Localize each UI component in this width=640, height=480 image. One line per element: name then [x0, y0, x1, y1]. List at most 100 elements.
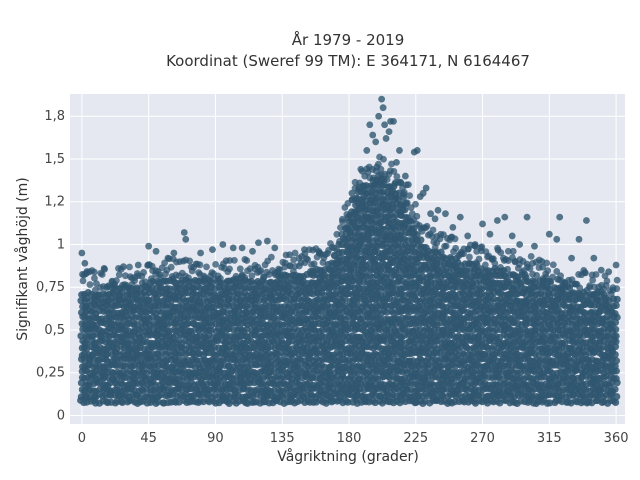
- data-point: [471, 241, 479, 248]
- data-point: [196, 261, 204, 269]
- y-tick-label: 0,5: [44, 323, 65, 338]
- data-point: [79, 277, 87, 285]
- data-point: [423, 222, 431, 230]
- x-tick-label: 270: [470, 431, 495, 446]
- y-tick-label: 1,2: [44, 195, 65, 210]
- data-point: [249, 247, 256, 255]
- data-point: [412, 200, 419, 208]
- x-tick-label: 315: [537, 431, 562, 446]
- data-point: [381, 121, 388, 129]
- data-point: [612, 374, 620, 383]
- data-point: [385, 128, 393, 136]
- data-point: [501, 213, 509, 221]
- data-point: [366, 121, 374, 129]
- data-point: [612, 357, 621, 365]
- data-point: [197, 249, 204, 257]
- data-point: [404, 181, 412, 189]
- x-tick-label: 180: [337, 431, 362, 446]
- y-axis-label: Signifikant våghöjd (m): [14, 177, 31, 340]
- data-point: [613, 392, 621, 401]
- data-point: [98, 271, 106, 278]
- data-point: [393, 158, 400, 166]
- data-point: [417, 236, 425, 244]
- data-point: [167, 263, 175, 271]
- y-tick-label: 1,8: [44, 109, 65, 124]
- data-point: [475, 255, 483, 263]
- data-point: [369, 131, 377, 139]
- data-point: [611, 385, 619, 393]
- data-point: [161, 259, 168, 267]
- data-point: [612, 332, 620, 340]
- data-point: [379, 104, 387, 112]
- y-tick-label: 0: [57, 408, 65, 423]
- data-point: [449, 223, 457, 231]
- data-point: [134, 261, 142, 269]
- data-point: [522, 273, 530, 282]
- data-point: [575, 235, 583, 243]
- data-point: [590, 254, 598, 262]
- data-point: [100, 265, 108, 272]
- data-point: [357, 165, 365, 173]
- data-point: [516, 241, 524, 248]
- data-point: [85, 268, 93, 276]
- data-point: [509, 247, 517, 255]
- data-point: [390, 117, 397, 125]
- data-point: [267, 253, 275, 261]
- data-point: [545, 230, 553, 238]
- data-point: [238, 244, 246, 252]
- x-tick-label: 0: [78, 431, 86, 446]
- x-tick-label: 90: [207, 431, 224, 446]
- data-point: [491, 259, 499, 267]
- data-point: [91, 274, 98, 282]
- x-axis-label: Vågriktning (grader): [277, 448, 419, 465]
- data-point: [372, 138, 380, 146]
- data-point: [553, 235, 561, 243]
- data-point: [568, 254, 575, 262]
- data-point: [271, 244, 279, 252]
- data-point: [456, 213, 464, 221]
- data-point: [612, 325, 620, 334]
- y-tick-label: 0,75: [36, 280, 65, 295]
- data-point: [81, 259, 89, 267]
- data-point: [531, 242, 538, 250]
- data-point: [113, 277, 120, 284]
- data-point: [434, 206, 442, 214]
- data-point: [301, 246, 308, 253]
- data-point: [348, 189, 356, 197]
- data-point: [229, 244, 237, 252]
- data-point: [182, 235, 190, 243]
- data-point: [611, 350, 619, 359]
- data-point: [544, 267, 552, 275]
- data-point: [303, 255, 310, 263]
- data-point: [597, 266, 605, 274]
- x-tick-label: 225: [403, 431, 428, 446]
- data-point: [380, 155, 387, 163]
- data-point: [612, 301, 620, 310]
- data-point: [257, 267, 265, 274]
- data-point: [612, 261, 620, 269]
- data-point: [431, 215, 439, 223]
- data-point: [413, 212, 421, 220]
- chart-title: År 1979 - 2019: [292, 30, 405, 49]
- data-point: [383, 176, 391, 183]
- data-point: [538, 258, 546, 265]
- data-point: [523, 213, 531, 221]
- x-tick-label: 360: [604, 431, 629, 446]
- data-point: [556, 213, 564, 221]
- data-point: [140, 269, 147, 276]
- data-point: [479, 220, 486, 228]
- data-point: [186, 257, 194, 265]
- data-point: [363, 147, 371, 154]
- data-point: [164, 254, 172, 262]
- data-point: [353, 208, 360, 216]
- data-point: [90, 268, 98, 276]
- data-point: [338, 230, 345, 238]
- data-point: [413, 147, 421, 154]
- data-point: [611, 310, 619, 318]
- x-tick-labels: 0 45 90 135 180 225 270 315 360: [78, 431, 629, 446]
- data-point: [219, 241, 227, 248]
- data-point: [203, 263, 210, 271]
- data-point: [429, 226, 437, 234]
- data-point: [286, 251, 294, 259]
